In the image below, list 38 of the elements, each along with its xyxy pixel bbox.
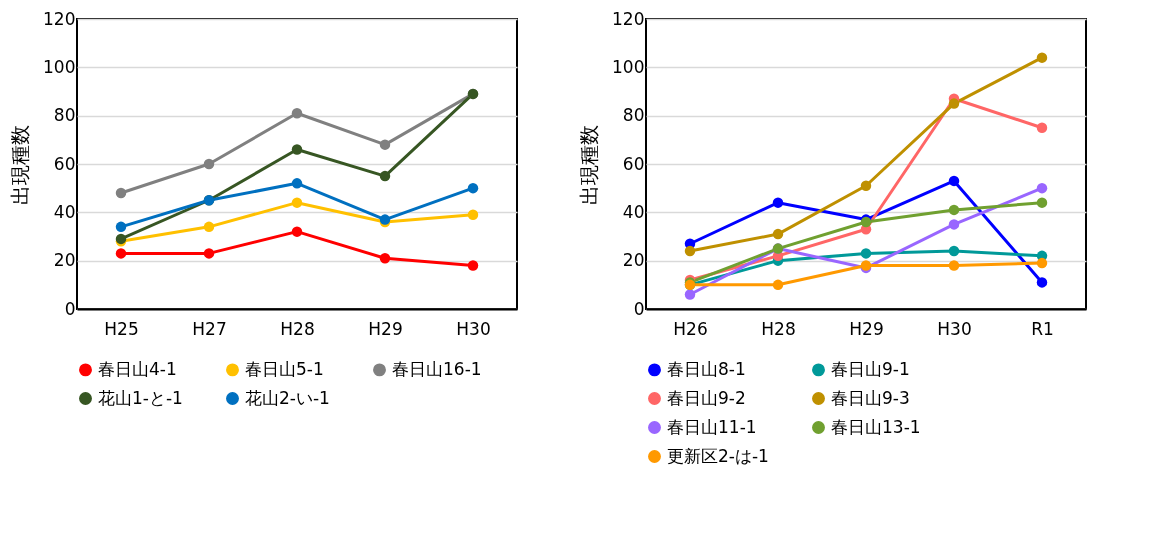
legend-label: 春日山4-1	[98, 358, 177, 379]
y-tick-label: 20	[53, 250, 76, 271]
x-tick-label: H25	[104, 318, 139, 339]
x-tick-label: R1	[1031, 318, 1054, 339]
x-tick-label: H29	[368, 318, 403, 339]
y-axis-title: 出現種数	[577, 124, 602, 205]
legend-label: 花山1-と-1	[98, 387, 183, 408]
y-tick-label: 100	[43, 56, 76, 77]
x-tick-label: H30	[456, 318, 491, 339]
legend-label: 春日山16-1	[392, 358, 482, 379]
y-tick-label: 0	[64, 298, 76, 319]
y-tick-label: 40	[53, 201, 76, 222]
legend-label: 春日山9-2	[667, 387, 746, 408]
legend-label: 春日山8-1	[667, 358, 746, 379]
x-tick-label: H30	[937, 318, 972, 339]
legend-label: 春日山11-1	[667, 416, 757, 437]
x-tick-label: H28	[761, 318, 796, 339]
y-tick-label: 120	[43, 8, 76, 29]
y-tick-label: 100	[612, 56, 645, 77]
y-tick-label: 40	[622, 201, 645, 222]
y-tick-label: 0	[633, 298, 645, 319]
x-tick-label: H26	[673, 318, 708, 339]
y-tick-label: 60	[622, 153, 645, 174]
legend-label: 更新区2-は-1	[667, 445, 769, 466]
legend-label: 春日山5-1	[245, 358, 324, 379]
legend-label: 春日山9-3	[831, 387, 910, 408]
y-tick-label: 120	[612, 8, 645, 29]
y-tick-label: 80	[53, 105, 76, 126]
x-tick-label: H29	[849, 318, 884, 339]
y-tick-label: 20	[622, 250, 645, 271]
legend-label: 春日山9-1	[831, 358, 910, 379]
x-tick-label: H27	[192, 318, 227, 339]
y-tick-label: 60	[53, 153, 76, 174]
y-tick-label: 80	[622, 105, 645, 126]
legend-label: 花山2-い-1	[245, 387, 330, 408]
y-axis-title: 出現種数	[8, 124, 33, 205]
legend-label: 春日山13-1	[831, 416, 921, 437]
x-tick-label: H28	[280, 318, 315, 339]
